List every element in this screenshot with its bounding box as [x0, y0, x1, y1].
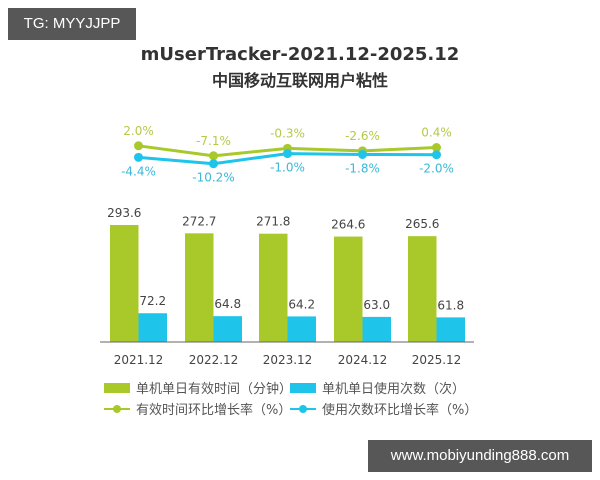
line-point-count: [432, 150, 441, 160]
line-point-time: [432, 143, 441, 153]
bar-time: [408, 236, 437, 342]
bar-value-label: 264.6: [331, 218, 365, 232]
bar-count: [362, 316, 391, 342]
x-tick-label: 2024.12: [338, 353, 388, 367]
line-value-label: 2.0%: [123, 124, 154, 138]
legend-swatch-blue-bar: [290, 382, 316, 393]
legend-item-count-growth: 使用次数环比增长率（%）: [290, 399, 477, 418]
watermark-url: www.mobiyunding888.com: [368, 440, 592, 472]
line-value-label: -2.0%: [419, 162, 454, 176]
line-value-label: -0.3%: [270, 126, 305, 140]
legend-label: 单机单日使用次数（次）: [322, 382, 466, 397]
line-value-label: -1.8%: [345, 161, 380, 175]
bar-value-label: 265.6: [405, 217, 439, 231]
line-value-label: -2.6%: [345, 129, 380, 143]
line-point-count: [209, 159, 218, 169]
chart-title: mUserTracker-2021.12-2025.12: [140, 44, 460, 65]
bar-time: [110, 225, 139, 342]
line-value-label: 0.4%: [421, 126, 452, 140]
line-point-count: [358, 149, 367, 159]
legend-item-time: 单机单日有效时间（分钟）: [104, 378, 292, 397]
legend-label: 使用次数环比增长率（%）: [322, 403, 478, 418]
line-point-time: [209, 151, 218, 161]
bar-count: [213, 316, 242, 342]
bar-value-label: 271.8: [256, 215, 290, 229]
x-tick-label: 2021.12: [114, 353, 164, 367]
legend-swatch-green-bar: [104, 382, 130, 393]
line-value-label: -7.1%: [196, 134, 231, 148]
line-point-count: [283, 149, 292, 159]
bar-value-label: 63.0: [363, 298, 390, 312]
x-tick-label: 2022.12: [189, 353, 239, 367]
bar-time: [334, 236, 363, 342]
legend-label: 有效时间环比增长率（%）: [136, 403, 292, 418]
line-value-label: -1.0%: [270, 161, 305, 175]
line-value-label: -10.2%: [192, 171, 234, 185]
bar-time: [259, 233, 288, 342]
legend-item-count: 单机单日使用次数（次）: [290, 378, 465, 397]
chart-subtitle: 中国移动互联网用户粘性: [211, 71, 388, 90]
line-value-label: -4.4%: [121, 164, 156, 178]
bar-count: [138, 313, 167, 342]
x-tick-label: 2025.12: [412, 353, 462, 367]
legend-swatch-green-line: [104, 404, 130, 414]
legend-label: 单机单日有效时间（分钟）: [136, 382, 293, 397]
legend-item-time-growth: 有效时间环比增长率（%）: [104, 399, 291, 418]
watermark-tg: TG: MYYJJPP: [8, 8, 136, 40]
line-point-count: [134, 152, 143, 162]
bar-count: [287, 316, 316, 342]
bar-count: [436, 317, 465, 342]
bar-value-label: 72.2: [139, 294, 166, 308]
bar-value-label: 61.8: [437, 298, 464, 312]
x-tick-label: 2023.12: [263, 353, 313, 367]
bar-time: [185, 233, 214, 342]
line-point-time: [134, 141, 143, 151]
legend-swatch-blue-line: [290, 404, 316, 414]
bar-value-label: 272.7: [182, 214, 216, 228]
bar-value-label: 64.8: [214, 297, 241, 311]
bar-value-label: 64.2: [288, 297, 315, 311]
bar-value-label: 293.6: [107, 206, 141, 220]
